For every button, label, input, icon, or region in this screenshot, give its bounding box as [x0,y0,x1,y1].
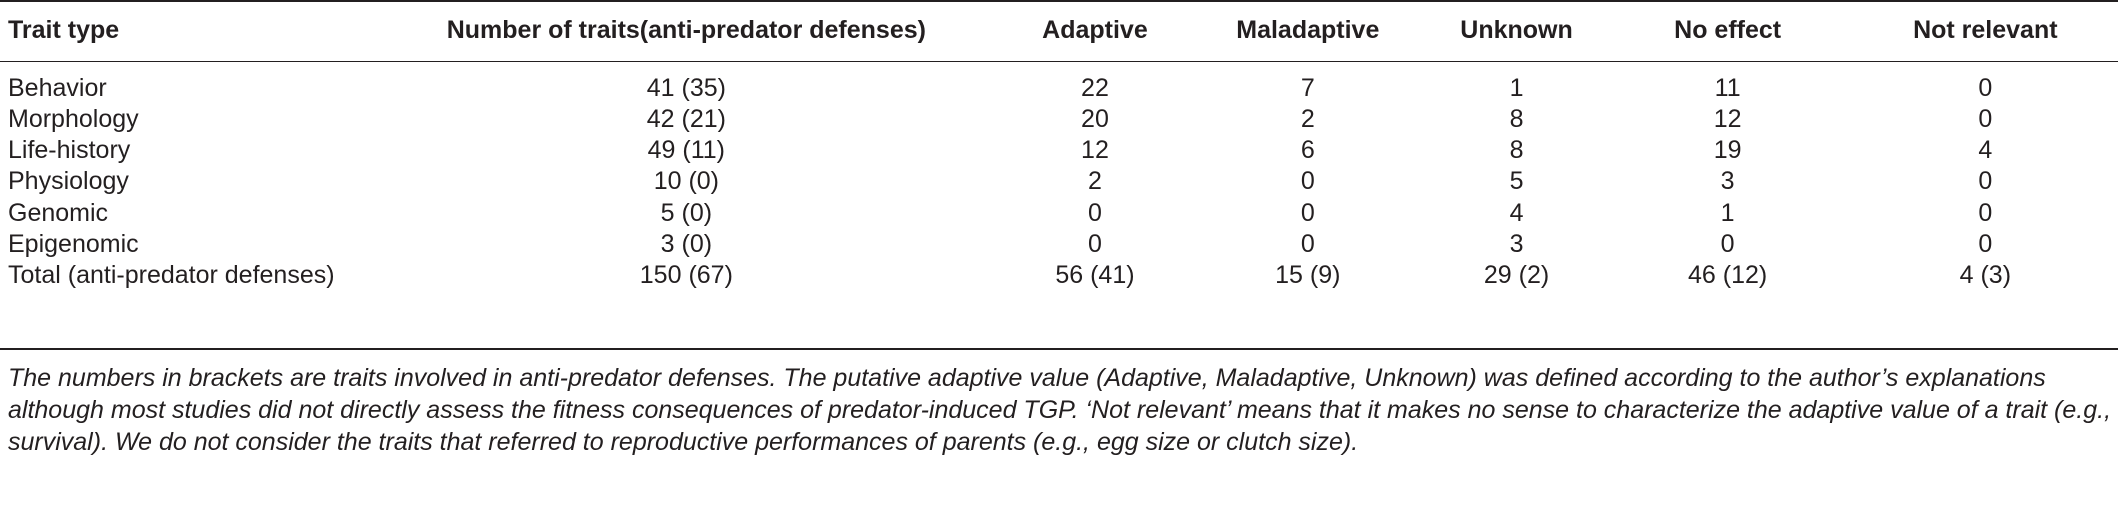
cell-no-effect: 1 [1720,198,1735,227]
cell-adaptive: 0 [1088,229,1102,258]
total-row: Total (anti-predator defenses) 150 (67) … [0,260,2118,291]
cell-maladaptive: 0 [1300,167,1315,196]
header-no-effect: No effect [1674,16,1782,44]
header-row: Trait type Number of traits(anti-predato… [0,0,2118,61]
cell-unknown: 3 [1509,229,1524,258]
cell-not-relevant: 0 [1978,105,1993,134]
cell-no-effect: 0 [1720,229,1735,258]
cell-unknown: 1 [1509,74,1524,102]
cell-number: 42 (21) [646,105,726,134]
cell-unknown: 8 [1509,105,1524,134]
table-row: Behavior 41 (35) 22 7 1 11 0 [0,61,2118,104]
cell-not-relevant: 4 (3) [1959,261,2012,290]
cell-not-relevant: 0 [1978,167,1993,196]
cell-not-relevant: 0 [1978,74,1993,102]
cell-trait-type: Physiology [8,167,129,196]
table-row: Life-history 49 (11) 12 6 8 19 4 [0,135,2118,166]
cell-no-effect: 11 [1714,74,1741,102]
trait-table: Trait type Number of traits(anti-predato… [0,0,2118,291]
table-row: Physiology 10 (0) 2 0 5 3 0 [0,166,2118,197]
cell-maladaptive: 7 [1300,74,1315,102]
cell-not-relevant: 0 [1978,198,1993,227]
cell-adaptive: 12 [1081,136,1109,165]
header-rule [0,61,2118,62]
cell-number: 5 (0) [660,198,713,227]
cell-number: 3 (0) [660,229,713,258]
cell-adaptive: 2 [1088,167,1102,196]
cell-trait-type: Total (anti-predator defenses) [8,261,335,290]
cell-no-effect: 19 [1713,136,1742,165]
cell-adaptive: 22 [1081,74,1109,102]
cell-number: 10 (0) [653,167,719,196]
header-maladaptive: Maladaptive [1236,16,1380,44]
cell-maladaptive: 0 [1300,198,1315,227]
table-row: Epigenomic 3 (0) 0 0 3 0 0 [0,229,2118,260]
cell-unknown: 8 [1509,136,1524,165]
cell-unknown: 4 [1509,198,1524,227]
header-number-of-traits: Number of traits(anti-predator defenses) [446,16,926,44]
cell-adaptive: 20 [1081,105,1109,134]
table-row: Morphology 42 (21) 20 2 8 12 0 [0,104,2118,135]
header-not-relevant: Not relevant [1913,16,2058,44]
cell-maladaptive: 0 [1300,229,1315,258]
cell-unknown: 5 [1509,167,1524,196]
cell-number: 49 (11) [647,136,726,165]
cell-unknown: 29 (2) [1483,261,1550,290]
cell-maladaptive: 15 (9) [1275,261,1341,290]
cell-maladaptive: 2 [1300,105,1315,134]
header-unknown: Unknown [1460,16,1573,44]
cell-trait-type: Epigenomic [8,229,139,258]
header-trait-type: Trait type [8,16,120,44]
cell-no-effect: 3 [1720,167,1735,196]
cell-not-relevant: 0 [1978,229,1993,258]
cell-trait-type: Life-history [8,136,131,165]
cell-trait-type: Morphology [8,105,139,134]
cell-not-relevant: 4 [1978,136,1993,165]
bottom-rule [0,348,2118,350]
cell-maladaptive: 6 [1300,136,1315,165]
cell-no-effect: 46 (12) [1688,261,1768,290]
cell-adaptive: 0 [1088,198,1102,227]
top-rule [0,0,2118,2]
header-adaptive: Adaptive [1042,16,1148,44]
cell-number: 150 (67) [639,261,733,290]
cell-no-effect: 12 [1713,105,1742,134]
cell-number: 41 (35) [646,74,726,102]
table-footnote: The numbers in brackets are traits invol… [8,364,2112,456]
cell-adaptive: 56 (41) [1055,261,1135,290]
cell-trait-type: Genomic [8,198,109,227]
cell-trait-type: Behavior [8,74,107,102]
table-row: Genomic 5 (0) 0 0 4 1 0 [0,198,2118,229]
